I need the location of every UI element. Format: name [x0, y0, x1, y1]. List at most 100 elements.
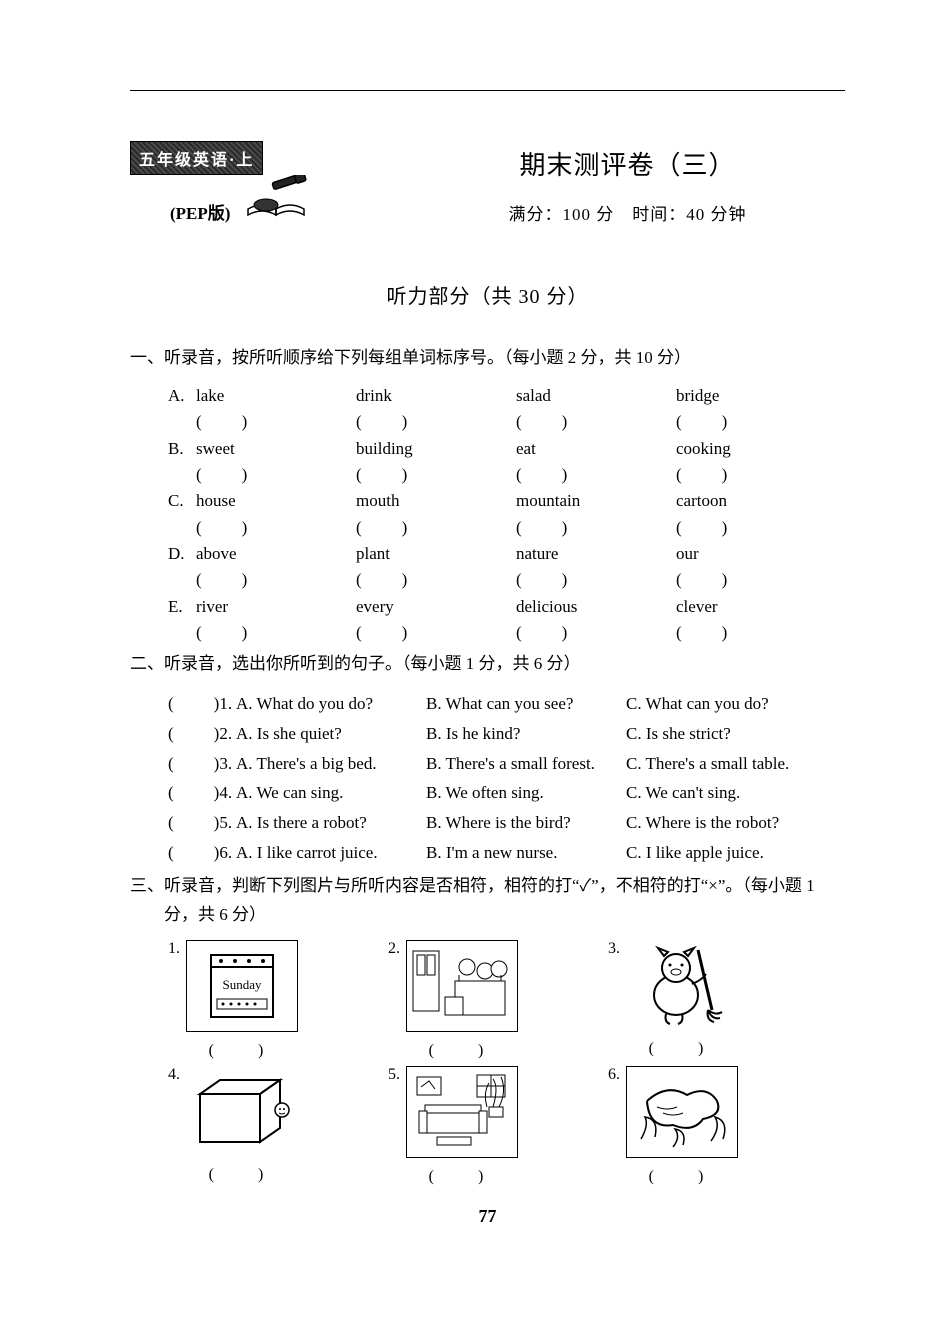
picture-item: 2. ( ): [388, 940, 528, 1060]
word-cell: drink: [356, 383, 516, 409]
section-3-grid: 1. Sunday ( ) 2.: [168, 940, 845, 1186]
section-2-head: 二、听录音，选出你所听到的句子。（每小题 1 分，共 6 分）: [130, 650, 845, 679]
header-right: 期末测评卷（三） 满分：100 分 时间：40 分钟: [410, 141, 845, 225]
option-c: C. Where is the robot?: [626, 808, 845, 838]
answer-blank[interactable]: ( ): [516, 620, 676, 646]
page-number: 77: [130, 1206, 845, 1227]
table-row: D. above plant nature our: [168, 541, 845, 567]
answer-blank[interactable]: ( ): [516, 567, 676, 593]
option-b: B. There's a small forest.: [426, 749, 626, 779]
answer-blank[interactable]: ( ): [356, 462, 516, 488]
blank-row: ( ) ( ) ( ) ( ): [168, 515, 845, 541]
answer-blank[interactable]: ( ): [356, 409, 516, 435]
picture-item: 1. Sunday ( ): [168, 940, 308, 1060]
word-cell: eat: [516, 436, 676, 462]
answer-blank[interactable]: (: [168, 724, 214, 743]
word-cell: sweet: [196, 436, 356, 462]
page: 五年级英语·上 (PEP版): [0, 0, 945, 1257]
table-row: B. sweet building eat cooking: [168, 436, 845, 462]
answer-blank[interactable]: ( ): [608, 1162, 748, 1186]
option-c: C. We can't sing.: [626, 778, 845, 808]
section-3-head: 三、听录音，判断下列图片与所听内容是否相符，相符的打“✓”，不相符的打“×”。（…: [130, 872, 845, 930]
answer-blank[interactable]: ( ): [196, 515, 356, 541]
option-b: B. I'm a new nurse.: [426, 838, 626, 868]
picture-item: 5. ( ): [388, 1066, 528, 1186]
answer-blank[interactable]: ( ): [676, 462, 836, 488]
item-number: 1.: [168, 940, 180, 958]
item-number: )1.: [214, 694, 232, 713]
option-b: B. Where is the bird?: [426, 808, 626, 838]
answer-blank[interactable]: ( ): [676, 567, 836, 593]
answer-blank[interactable]: (: [168, 754, 214, 773]
answer-blank[interactable]: ( ): [388, 1162, 528, 1186]
list-item: ( )1. A. What do you do? B. What can you…: [168, 689, 845, 719]
answer-blank[interactable]: ( ): [196, 567, 356, 593]
answer-blank[interactable]: ( ): [356, 620, 516, 646]
table-row: E. river every delicious clever: [168, 594, 845, 620]
item-number: 5.: [388, 1066, 400, 1084]
item-number: )6.: [214, 843, 232, 862]
score-time-line: 满分：100 分 时间：40 分钟: [410, 200, 845, 225]
answer-blank[interactable]: ( ): [356, 567, 516, 593]
answer-blank[interactable]: ( ): [516, 409, 676, 435]
item-number: 6.: [608, 1066, 620, 1084]
answer-blank[interactable]: (: [168, 843, 214, 862]
answer-blank[interactable]: (: [168, 813, 214, 832]
option-a: A. I like carrot juice.: [236, 838, 426, 868]
picture-item: 4. ( ): [168, 1066, 308, 1186]
top-rule: [130, 90, 845, 91]
word-cell: mountain: [516, 488, 676, 514]
option-c: C. Is she strict?: [626, 719, 845, 749]
answer-blank[interactable]: ( ): [608, 1034, 748, 1058]
answer-blank[interactable]: ( ): [196, 409, 356, 435]
grid-row: 1. Sunday ( ) 2.: [168, 940, 845, 1060]
word-cell: delicious: [516, 594, 676, 620]
header-left: 五年级英语·上 (PEP版): [130, 141, 410, 224]
row-label: D.: [168, 541, 196, 567]
listening-section-title: 听力部分（共 30 分）: [130, 280, 845, 309]
answer-blank[interactable]: ( ): [676, 409, 836, 435]
option-a: A. Is there a robot?: [236, 808, 426, 838]
answer-blank[interactable]: ( ): [196, 462, 356, 488]
answer-blank[interactable]: ( ): [196, 620, 356, 646]
word-cell: river: [196, 594, 356, 620]
row-label: C.: [168, 488, 196, 514]
answer-blank[interactable]: ( ): [168, 1160, 308, 1184]
classroom-scene-icon: [406, 940, 518, 1032]
option-c: C. I like apple juice.: [626, 838, 845, 868]
answer-blank[interactable]: (: [168, 694, 214, 713]
word-cell: cooking: [676, 436, 836, 462]
row-label: A.: [168, 383, 196, 409]
option-c: C. What can you do?: [626, 689, 845, 719]
list-item: ( )6. A. I like carrot juice. B. I'm a n…: [168, 838, 845, 868]
answer-blank[interactable]: (: [168, 783, 214, 802]
table-row: C. house mouth mountain cartoon: [168, 488, 845, 514]
answer-blank[interactable]: ( ): [356, 515, 516, 541]
picture-item: 6. ( ): [608, 1066, 748, 1186]
answer-blank[interactable]: ( ): [676, 515, 836, 541]
word-cell: salad: [516, 383, 676, 409]
item-number: 3.: [608, 940, 620, 958]
pep-version-label: (PEP版): [170, 199, 230, 224]
option-b: B. Is he kind?: [426, 719, 626, 749]
word-cell: plant: [356, 541, 516, 567]
blank-row: ( ) ( ) ( ) ( ): [168, 462, 845, 488]
option-a: A. Is she quiet?: [236, 719, 426, 749]
answer-blank[interactable]: ( ): [676, 620, 836, 646]
answer-blank[interactable]: ( ): [168, 1036, 308, 1060]
option-b: B. We often sing.: [426, 778, 626, 808]
word-cell: cartoon: [676, 488, 836, 514]
answer-blank[interactable]: ( ): [516, 462, 676, 488]
grid-row: 4. ( ) 5.: [168, 1066, 845, 1186]
answer-blank[interactable]: ( ): [516, 515, 676, 541]
word-cell: nature: [516, 541, 676, 567]
row-label: E.: [168, 594, 196, 620]
word-cell: building: [356, 436, 516, 462]
blank-row: ( ) ( ) ( ) ( ): [168, 620, 845, 646]
answer-blank[interactable]: ( ): [388, 1036, 528, 1060]
item-number: )4.: [214, 783, 232, 802]
pig-cleaning-icon: [626, 940, 736, 1030]
exam-title: 期末测评卷（三）: [410, 145, 845, 182]
option-c: C. There's a small table.: [626, 749, 845, 779]
option-a: A. We can sing.: [236, 778, 426, 808]
